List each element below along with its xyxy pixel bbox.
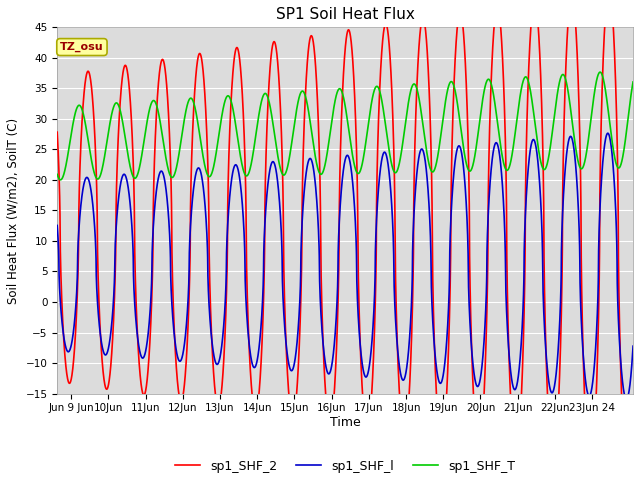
sp1_SHF_l	[527, 144, 534, 150]
sp1_SHF_2	[53, 129, 61, 135]
sp1_SHF_T	[399, 141, 406, 146]
sp1_SHF_T	[596, 69, 604, 75]
sp1_SHF_2	[158, 57, 166, 63]
sp1_SHF_l	[273, 176, 281, 181]
sp1_SHF_2	[428, 178, 436, 184]
Line: sp1_SHF_T: sp1_SHF_T	[57, 72, 633, 180]
sp1_SHF_2	[273, 55, 281, 60]
sp1_SHF_T	[273, 150, 281, 156]
sp1_SHF_2	[624, 469, 632, 475]
sp1_SHF_2	[483, 308, 491, 313]
sp1_SHF_l	[483, 256, 491, 262]
Line: sp1_SHF_2: sp1_SHF_2	[57, 0, 633, 472]
sp1_SHF_T	[53, 171, 61, 177]
Text: TZ_osu: TZ_osu	[60, 42, 104, 52]
Legend: sp1_SHF_2, sp1_SHF_l, sp1_SHF_T: sp1_SHF_2, sp1_SHF_l, sp1_SHF_T	[170, 455, 520, 478]
sp1_SHF_2	[629, 406, 637, 411]
sp1_SHF_l	[428, 295, 436, 300]
sp1_SHF_2	[527, 27, 534, 33]
Y-axis label: Soil Heat Flux (W/m2), SoilT (C): Soil Heat Flux (W/m2), SoilT (C)	[7, 118, 20, 303]
sp1_SHF_T	[428, 168, 436, 174]
sp1_SHF_l	[53, 223, 61, 228]
sp1_SHF_2	[399, 428, 406, 434]
sp1_SHF_T	[527, 90, 534, 96]
Line: sp1_SHF_l: sp1_SHF_l	[57, 133, 633, 399]
sp1_SHF_l	[623, 396, 630, 402]
sp1_SHF_T	[56, 177, 64, 183]
Title: SP1 Soil Heat Flux: SP1 Soil Heat Flux	[276, 7, 415, 22]
sp1_SHF_l	[604, 131, 612, 136]
sp1_SHF_l	[399, 377, 406, 383]
sp1_SHF_l	[629, 343, 637, 349]
X-axis label: Time: Time	[330, 416, 360, 429]
sp1_SHF_T	[629, 79, 637, 85]
sp1_SHF_T	[483, 78, 491, 84]
sp1_SHF_l	[158, 168, 166, 174]
sp1_SHF_T	[158, 130, 166, 136]
